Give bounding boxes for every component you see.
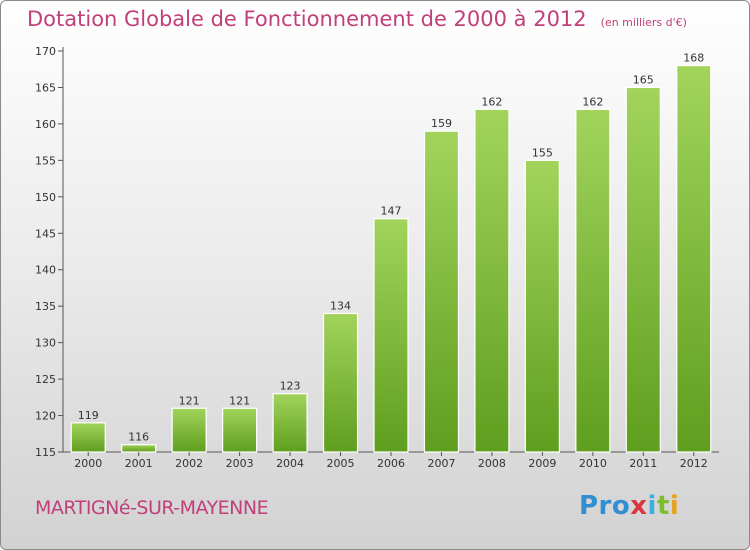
x-tick-label: 2012 [680, 457, 708, 470]
bar [272, 393, 308, 453]
x-tick-label: 2004 [276, 457, 304, 470]
y-tick-label: 160 [35, 118, 56, 131]
x-tick-label: 2007 [427, 457, 455, 470]
bar [423, 130, 460, 453]
data-label: 123 [280, 380, 301, 393]
bar [171, 407, 207, 453]
data-label: 116 [128, 431, 149, 444]
y-tick-label: 170 [35, 45, 56, 58]
bar [373, 218, 409, 453]
bar [575, 108, 611, 453]
x-tick-label: 2003 [226, 457, 254, 470]
bar [625, 86, 661, 453]
data-label: 147 [381, 205, 402, 218]
x-tick-label: 2008 [478, 457, 506, 470]
data-label: 159 [431, 117, 452, 130]
y-tick-label: 155 [35, 154, 56, 167]
x-tick-label: 2005 [327, 457, 355, 470]
proxiti-logo: Proxiti [579, 491, 680, 521]
x-tick-label: 2010 [579, 457, 607, 470]
bar [474, 108, 510, 453]
data-label: 155 [532, 146, 553, 159]
x-tick-label: 2002 [175, 457, 203, 470]
y-tick-label: 125 [35, 373, 56, 386]
title-text: Dotation Globale de Fonctionnement de 20… [27, 7, 587, 31]
data-label: 119 [78, 409, 99, 422]
data-label: 165 [633, 73, 654, 86]
bar [222, 407, 258, 453]
y-tick-label: 140 [35, 264, 56, 277]
data-label: 121 [229, 394, 250, 407]
data-label: 162 [481, 95, 502, 108]
y-tick-label: 165 [35, 81, 56, 94]
commune-name: MARTIGNé-SUR-MAYENNE [35, 497, 269, 519]
y-tick-label: 120 [35, 410, 56, 423]
x-tick-label: 2009 [528, 457, 556, 470]
y-tick-label: 150 [35, 191, 56, 204]
data-label: 162 [582, 95, 603, 108]
y-tick-label: 135 [35, 300, 56, 313]
data-label: 121 [179, 394, 200, 407]
x-tick-label: 2006 [377, 457, 405, 470]
x-tick-label: 2000 [74, 457, 102, 470]
data-label: 168 [683, 52, 704, 65]
x-tick-label: 2001 [125, 457, 153, 470]
bar [121, 444, 157, 453]
y-tick-label: 130 [35, 337, 56, 350]
y-tick-label: 115 [35, 446, 56, 459]
bar [524, 159, 560, 453]
chart-subtitle: (en milliers d'€) [600, 16, 687, 29]
bar [322, 312, 359, 453]
x-tick-label: 2011 [629, 457, 657, 470]
bar [70, 422, 106, 453]
chart-title: Dotation Globale de Fonctionnement de 20… [27, 7, 687, 31]
bar [676, 64, 712, 453]
data-label: 134 [330, 299, 351, 312]
y-tick-label: 145 [35, 227, 56, 240]
